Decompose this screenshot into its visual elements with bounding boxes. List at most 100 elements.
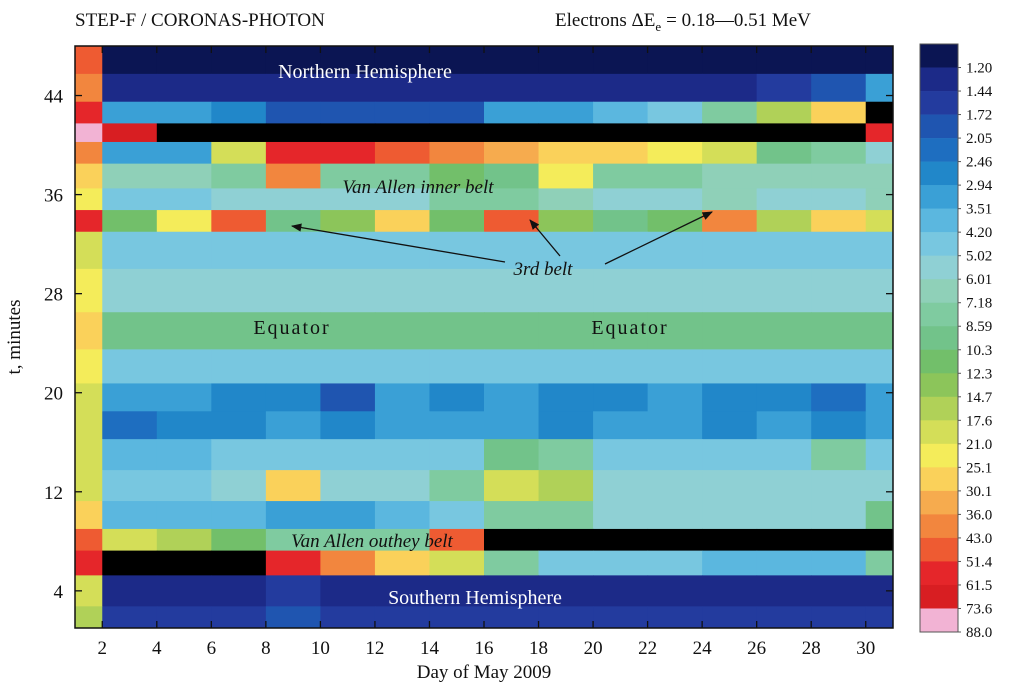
cell	[265, 550, 321, 576]
cell	[320, 231, 376, 270]
cell	[265, 268, 321, 313]
cell	[102, 550, 158, 576]
cell	[265, 349, 321, 384]
cell	[374, 501, 430, 530]
annotation: Southern Hemisphere	[388, 587, 562, 609]
cell	[702, 606, 758, 629]
annotation: Van Allen inner belt	[342, 177, 494, 198]
cell	[811, 606, 867, 629]
annotation: Equator	[253, 317, 330, 339]
colorbar-band	[920, 443, 958, 468]
cell	[538, 312, 594, 350]
cell	[538, 575, 594, 607]
cell	[538, 46, 594, 75]
x-tick-label: 2	[98, 638, 108, 659]
cell	[211, 501, 267, 530]
cell	[429, 73, 485, 103]
cell	[756, 349, 812, 384]
cell	[429, 439, 485, 471]
cell	[865, 210, 894, 233]
cell	[647, 575, 703, 607]
y-tick-label: 20	[44, 384, 63, 405]
cell	[374, 606, 430, 629]
cell	[265, 501, 321, 530]
cell	[265, 528, 321, 552]
cell	[811, 439, 867, 471]
colorbar-band	[920, 584, 958, 609]
cell	[265, 383, 321, 412]
cell	[538, 101, 594, 124]
colorbar-label: 12.3	[966, 366, 992, 382]
cell	[102, 101, 158, 124]
cell	[593, 383, 649, 412]
cell	[647, 123, 703, 143]
cell	[211, 439, 267, 471]
cell	[756, 231, 812, 270]
cell	[211, 411, 267, 440]
annotation: Equator	[591, 317, 668, 339]
cell	[429, 550, 485, 576]
colorbar-label: 10.3	[966, 343, 992, 359]
cell	[484, 101, 540, 124]
cell	[702, 411, 758, 440]
cell	[756, 123, 812, 143]
cell	[593, 46, 649, 75]
cell	[429, 123, 485, 143]
y-tick-label: 12	[44, 483, 63, 504]
cell	[102, 501, 158, 530]
annotation: Van Allen outhey belt	[291, 531, 453, 552]
cell	[429, 528, 485, 552]
cell	[756, 439, 812, 471]
cell	[538, 470, 594, 502]
cell	[811, 470, 867, 502]
cell	[484, 231, 540, 270]
cell	[865, 188, 894, 211]
cell	[593, 101, 649, 124]
cell	[702, 268, 758, 313]
cell	[102, 231, 158, 270]
cell	[374, 411, 430, 440]
cell	[429, 163, 485, 189]
cell	[211, 575, 267, 607]
cell	[702, 501, 758, 530]
cell	[102, 123, 158, 143]
y-tick-label: 36	[44, 186, 63, 207]
cell	[429, 141, 485, 165]
cell	[429, 188, 485, 211]
cell	[75, 550, 103, 576]
x-tick-label: 20	[584, 638, 603, 659]
cell	[484, 349, 540, 384]
colorbar: 1.20 1.44 1.72 2.05 2.46 2.94 3.51 4.20 5.02 6.01…	[919, 43, 993, 641]
cell	[320, 163, 376, 189]
cell	[538, 501, 594, 530]
cell	[156, 73, 212, 103]
cell	[102, 439, 158, 471]
cell	[211, 550, 267, 576]
cell	[102, 46, 158, 75]
x-tick-label: 18	[529, 638, 548, 659]
colorbar-band	[920, 185, 958, 209]
cell	[156, 411, 212, 440]
cell	[593, 231, 649, 270]
cell	[756, 383, 812, 412]
cell	[75, 163, 103, 189]
cell	[156, 383, 212, 412]
cell	[265, 73, 321, 103]
cell	[102, 141, 158, 165]
colorbar-label: 21.0	[966, 437, 992, 453]
cell	[647, 46, 703, 75]
cell	[811, 411, 867, 440]
colorbar-label: 7.18	[966, 296, 992, 312]
cell	[756, 501, 812, 530]
colorbar-band	[920, 114, 958, 139]
cell	[647, 528, 703, 552]
x-axis-label: Day of May 2009	[417, 662, 552, 683]
cell	[756, 163, 812, 189]
cell	[320, 101, 376, 124]
cell	[538, 163, 594, 189]
cell	[156, 606, 212, 629]
colorbar-band	[920, 255, 958, 280]
cell	[538, 528, 594, 552]
cell	[484, 411, 540, 440]
colorbar-label: 6.01	[966, 272, 992, 288]
